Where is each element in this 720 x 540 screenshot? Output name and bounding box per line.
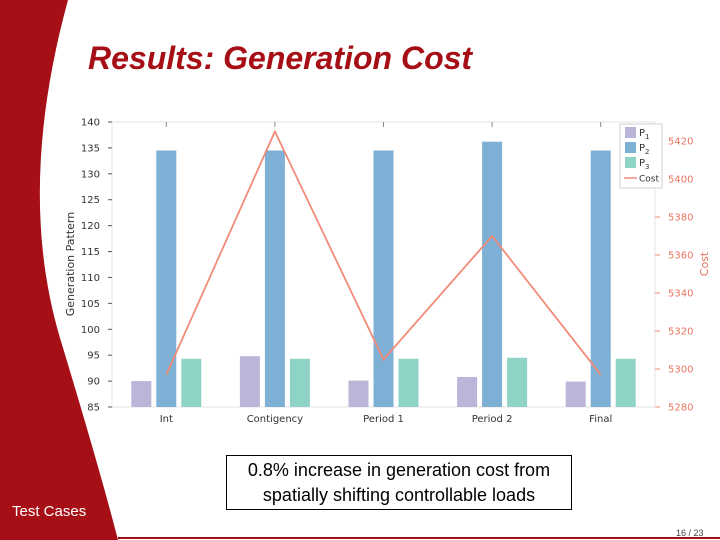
y-left-tick-label: 115 <box>81 247 100 258</box>
y-right-tick-label: 5380 <box>668 213 693 224</box>
y-right-tick-label: 5300 <box>668 365 693 376</box>
y-left-tick-label: 125 <box>81 195 100 206</box>
bar-p1 <box>131 381 152 407</box>
bar-p1 <box>457 376 478 407</box>
legend-label-p2: P2 <box>639 143 650 156</box>
bar-p1 <box>348 380 369 407</box>
bar-p1 <box>565 381 586 407</box>
y-left-tick-label: 130 <box>81 169 100 180</box>
y-left-tick-label: 110 <box>81 273 100 284</box>
x-tick-label: Period 1 <box>363 414 404 425</box>
y-left-tick-label: 85 <box>87 403 100 414</box>
y-right-tick-label: 5360 <box>668 251 693 262</box>
legend-swatch-p2 <box>625 142 636 153</box>
y-right-tick-label: 5280 <box>668 403 693 414</box>
bar-p3 <box>289 358 310 407</box>
legend-swatch-p3 <box>625 157 636 168</box>
callout-text: 0.8% increase in generation cost from sp… <box>247 459 551 505</box>
legend-label-cost: Cost <box>639 175 659 185</box>
x-tick-label: Int <box>160 414 173 425</box>
cost-line <box>165 129 602 376</box>
bar-p1 <box>239 356 260 407</box>
y-right-tick-label: 5320 <box>668 327 693 338</box>
y-left-axis-label: Generation Pattern <box>64 212 77 316</box>
y-left-tick-label: 140 <box>81 118 100 129</box>
bar-p2 <box>156 150 177 407</box>
y-right-tick-label: 5420 <box>668 137 693 148</box>
x-tick-label: Contigency <box>247 414 303 425</box>
x-tick-label: Final <box>589 414 612 425</box>
bar-p3 <box>181 358 202 407</box>
y-right-tick-label: 5340 <box>668 289 693 300</box>
bar-p2 <box>373 150 394 407</box>
callout-box: 0.8% increase in generation cost from sp… <box>226 455 572 510</box>
legend-label-p1: P1 <box>639 128 650 141</box>
y-right-axis-label: Cost <box>698 251 711 276</box>
page-number: 16 / 23 <box>676 528 704 538</box>
footnote-label: Test Cases <box>12 503 87 520</box>
bar-p2 <box>590 150 611 407</box>
y-left-tick-label: 120 <box>81 221 100 232</box>
y-left-tick-label: 100 <box>81 325 100 336</box>
bar-p3 <box>507 357 528 407</box>
bar-p2 <box>482 141 503 407</box>
slide-title: Results: Generation Cost <box>88 40 473 76</box>
y-left-tick-label: 135 <box>81 143 100 154</box>
legend-swatch-p1 <box>625 127 636 138</box>
bar-p3 <box>398 358 419 407</box>
y-left-tick-label: 95 <box>87 351 100 362</box>
x-tick-label: Period 2 <box>472 414 513 425</box>
y-right-tick-label: 5400 <box>668 175 693 186</box>
bar-p3 <box>615 358 636 407</box>
legend-label-p3: P3 <box>639 158 650 171</box>
bar-p2 <box>264 150 285 407</box>
y-left-tick-label: 90 <box>87 377 100 388</box>
y-left-tick-label: 105 <box>81 299 100 310</box>
